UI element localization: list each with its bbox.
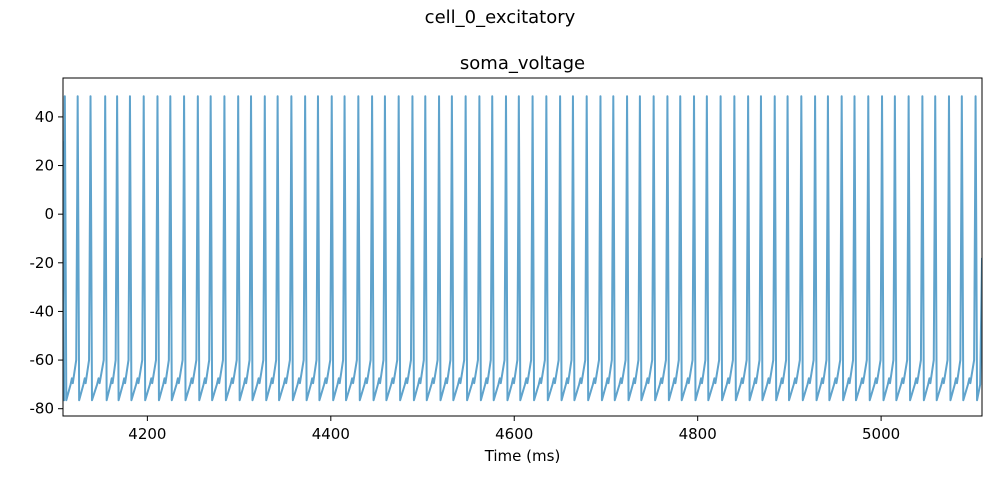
x-axis-label: Time (ms) xyxy=(484,447,561,465)
y-tick-label: 40 xyxy=(35,108,54,126)
y-tick-label: -60 xyxy=(30,351,55,369)
x-tick-label: 4200 xyxy=(128,425,166,443)
x-tick-label: 4600 xyxy=(495,425,533,443)
y-tick-label: 20 xyxy=(35,157,54,175)
y-tick-label: -40 xyxy=(30,302,55,320)
x-tick-label: 4800 xyxy=(679,425,717,443)
series-line-soma_voltage xyxy=(63,95,982,402)
axes-frame xyxy=(62,77,983,417)
y-tick-label: 0 xyxy=(44,205,54,223)
figure-suptitle: cell_0_excitatory xyxy=(424,7,576,28)
x-tick-label: 4400 xyxy=(312,425,350,443)
y-tick-label: -20 xyxy=(30,254,55,272)
y-tick-label: -80 xyxy=(30,400,55,418)
x-tick-label: 5000 xyxy=(862,425,900,443)
chart-title: soma_voltage xyxy=(459,53,586,74)
